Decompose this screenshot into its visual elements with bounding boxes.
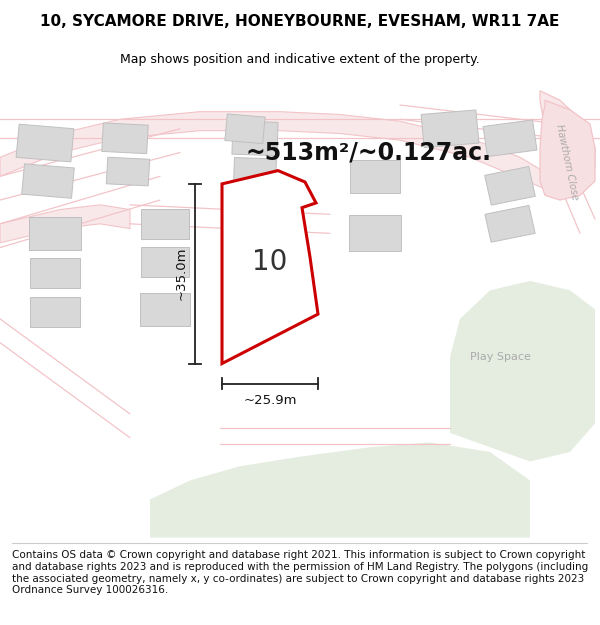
Polygon shape	[233, 158, 277, 186]
Polygon shape	[540, 91, 595, 176]
Text: ~35.0m: ~35.0m	[175, 247, 187, 301]
Polygon shape	[485, 206, 535, 242]
Polygon shape	[350, 159, 400, 193]
Text: ~25.9m: ~25.9m	[243, 394, 297, 407]
Polygon shape	[22, 164, 74, 198]
Polygon shape	[222, 171, 318, 364]
Polygon shape	[30, 297, 80, 328]
Text: Contains OS data © Crown copyright and database right 2021. This information is : Contains OS data © Crown copyright and d…	[12, 551, 588, 595]
Polygon shape	[140, 292, 190, 326]
Polygon shape	[483, 120, 537, 157]
Polygon shape	[232, 121, 278, 156]
Polygon shape	[141, 247, 189, 277]
Polygon shape	[421, 110, 479, 148]
Polygon shape	[485, 166, 535, 205]
Polygon shape	[150, 442, 530, 538]
Polygon shape	[29, 217, 81, 250]
Text: ~513m²/~0.127ac.: ~513m²/~0.127ac.	[245, 141, 491, 164]
Text: 10: 10	[253, 248, 287, 276]
Polygon shape	[0, 205, 130, 243]
Polygon shape	[349, 215, 401, 251]
Polygon shape	[0, 112, 560, 195]
Text: Map shows position and indicative extent of the property.: Map shows position and indicative extent…	[120, 53, 480, 66]
Text: Hawthorn Close: Hawthorn Close	[554, 123, 580, 201]
Text: 10, SYCAMORE DRIVE, HONEYBOURNE, EVESHAM, WR11 7AE: 10, SYCAMORE DRIVE, HONEYBOURNE, EVESHAM…	[40, 14, 560, 29]
Text: Play Space: Play Space	[470, 352, 530, 362]
Polygon shape	[102, 123, 148, 154]
Polygon shape	[141, 209, 189, 239]
Polygon shape	[225, 114, 265, 144]
Polygon shape	[106, 158, 150, 186]
Polygon shape	[30, 258, 80, 289]
Polygon shape	[450, 281, 595, 461]
Polygon shape	[540, 100, 595, 200]
Polygon shape	[16, 124, 74, 162]
